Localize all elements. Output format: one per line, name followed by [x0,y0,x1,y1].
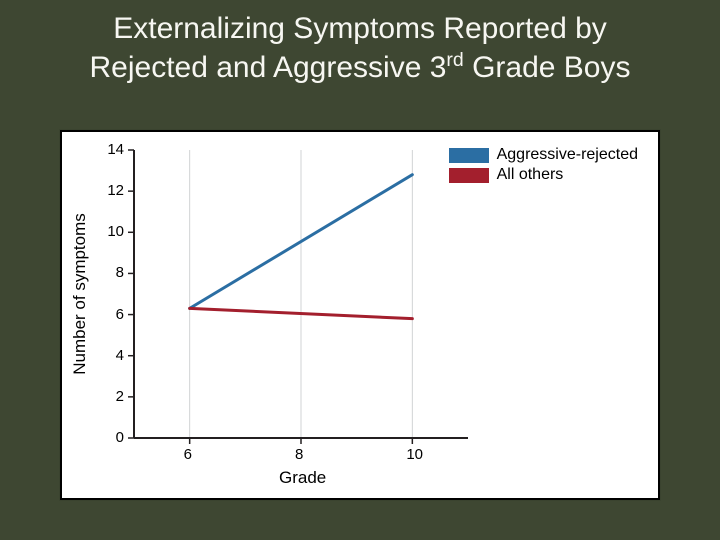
title-block: Externalizing Symptoms Reported by Rejec… [0,0,720,100]
title-line-2-post: Grade Boys [464,51,631,84]
chart-container: Number of symptoms Grade Aggressive-reje… [60,130,660,500]
y-axis-label: Number of symptoms [70,213,90,375]
legend-swatch [449,148,489,163]
legend-item: All others [449,166,638,184]
slide-title: Externalizing Symptoms Reported by Rejec… [18,10,702,88]
x-tick-label: 6 [184,446,192,463]
legend-label: All others [497,166,564,184]
chart-svg [62,132,658,498]
y-tick-label: 0 [116,429,124,446]
y-tick-label: 2 [116,388,124,405]
title-superscript: rd [446,49,463,71]
chart-inner: Number of symptoms Grade Aggressive-reje… [62,132,658,498]
title-line-2-pre: Rejected and Aggressive 3 [90,51,447,84]
legend-item: Aggressive-rejected [449,146,638,164]
x-axis-label: Grade [279,468,326,494]
title-line-1: Externalizing Symptoms Reported by [113,12,607,45]
y-tick-label: 4 [116,347,124,364]
y-tick-label: 6 [116,306,124,323]
y-tick-label: 14 [107,141,124,158]
slide-root: Externalizing Symptoms Reported by Rejec… [0,0,720,540]
x-tick-label: 8 [295,446,303,463]
y-tick-label: 10 [107,223,124,240]
legend-swatch [449,168,489,183]
y-tick-label: 8 [116,264,124,281]
y-tick-label: 12 [107,182,124,199]
legend: Aggressive-rejected All others [449,146,638,186]
x-tick-label: 10 [406,446,423,463]
legend-label: Aggressive-rejected [497,146,638,164]
